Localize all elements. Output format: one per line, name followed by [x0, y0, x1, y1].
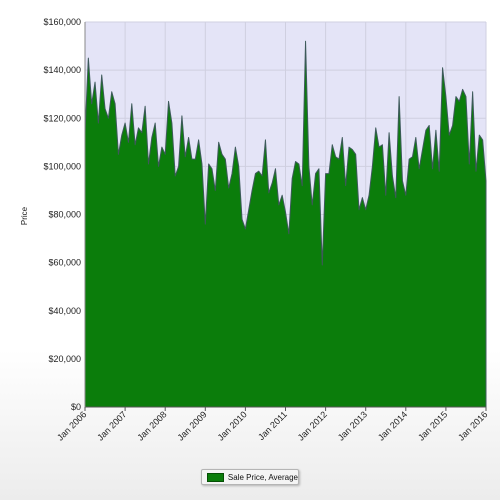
y-tick-label: $160,000: [43, 17, 81, 27]
x-tick-label: Jan 2007: [95, 409, 128, 442]
legend-label: Sale Price, Average: [227, 472, 298, 482]
y-tick-label: $100,000: [43, 161, 81, 171]
area-series-sale-price-average: [84, 40, 487, 408]
x-tick-label: Jan 2008: [135, 409, 168, 442]
y-tick-label: $0: [71, 402, 81, 412]
y-tick-label: $80,000: [48, 210, 81, 220]
y-tick-label: $120,000: [43, 113, 81, 123]
legend-swatch: [207, 472, 224, 482]
y-axis-ticks: $0 $20,000 $40,000 $60,000 $80,000 $100,000 $1…: [43, 17, 81, 412]
x-tick-label: Jan 2014: [376, 409, 409, 442]
legend: Sale Price, Average: [201, 469, 299, 485]
x-tick-label: Jan 2006: [55, 409, 88, 442]
y-tick-label: $60,000: [48, 258, 81, 268]
x-tick-label: Jan 2010: [216, 409, 249, 442]
x-tick-label: Jan 2015: [416, 409, 449, 442]
x-axis-ticks: Jan 2006 Jan 2007 Jan 2008 Jan 2009 Jan 2010…: [55, 407, 489, 443]
x-tick-label: Jan 2013: [336, 409, 369, 442]
x-tick-label: Jan 2012: [296, 409, 329, 442]
y-tick-label: $40,000: [48, 306, 81, 316]
y-tick-label: $140,000: [43, 65, 81, 75]
x-tick-label: Jan 2011: [256, 409, 289, 442]
x-tick-label: Jan 2016: [456, 409, 489, 442]
y-tick-label: $20,000: [48, 354, 81, 364]
x-tick-label: Jan 2009: [175, 409, 208, 442]
y-axis-title: Price: [20, 206, 29, 225]
